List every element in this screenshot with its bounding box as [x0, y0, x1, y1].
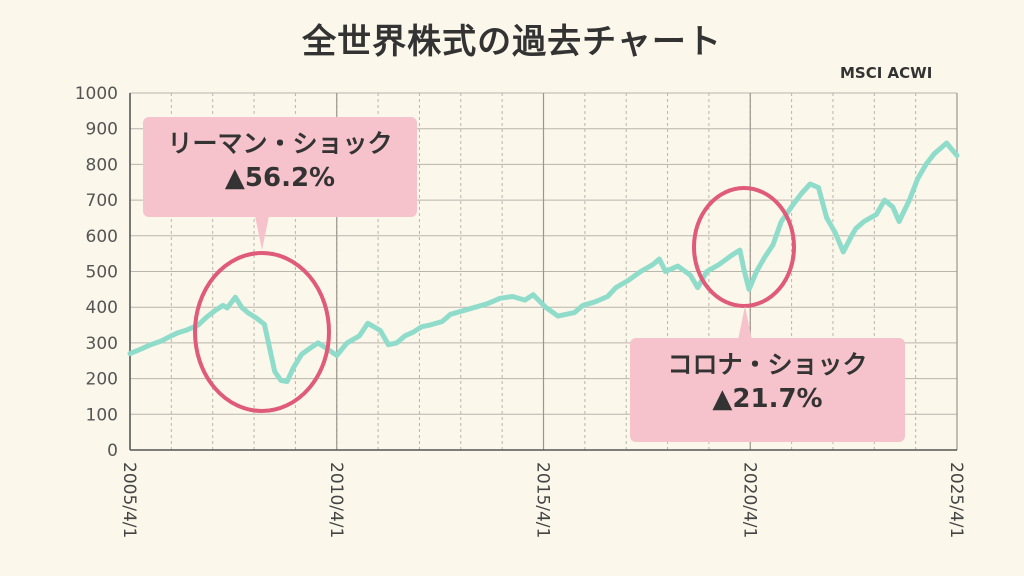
covid-highlight-circle: [692, 186, 796, 308]
lehman-highlight-circle: [193, 251, 331, 413]
y-tick-label: 600: [86, 227, 118, 247]
x-tick-label: 2015/4/1: [533, 462, 553, 538]
lehman-callout: リーマン・ショック ▲56.2%: [143, 117, 417, 217]
lehman-callout-drop: ▲56.2%: [224, 163, 336, 193]
covid-callout-pointer: [738, 306, 752, 340]
y-tick-label: 200: [86, 370, 118, 390]
covid-callout-name: コロナ・ショック: [667, 350, 868, 379]
x-tick-label: 2005/4/1: [119, 462, 139, 538]
y-tick-label: 1000: [75, 84, 118, 104]
covid-callout: コロナ・ショック ▲21.7%: [630, 338, 905, 442]
lehman-callout-name: リーマン・ショック: [167, 129, 393, 158]
tick-labels: 0 100 200 300 400 500 600 700 800 900 1000 2005/4/1…: [75, 84, 966, 538]
y-tick-label: 900: [86, 120, 118, 140]
series-line: [127, 140, 960, 384]
x-tick-label: 2025/4/1: [946, 462, 966, 538]
x-tick-label: 2010/4/1: [326, 462, 346, 538]
y-tick-label: 100: [86, 405, 118, 425]
chart-title: 全世界株式の過去チャート: [302, 22, 722, 62]
covid-callout-drop: ▲21.7%: [712, 384, 823, 414]
index-label: MSCI ACWI: [840, 64, 933, 82]
y-tick-label: 700: [86, 191, 118, 211]
axes: [129, 93, 957, 451]
y-tick-label: 800: [86, 155, 118, 175]
y-tick-label: 300: [86, 334, 118, 354]
lehman-callout-pointer: [255, 216, 269, 250]
y-tick-label: 400: [86, 298, 118, 318]
x-tick-label: 2020/4/1: [739, 462, 759, 538]
y-tick-label: 0: [107, 441, 118, 461]
y-tick-label: 500: [86, 263, 118, 283]
